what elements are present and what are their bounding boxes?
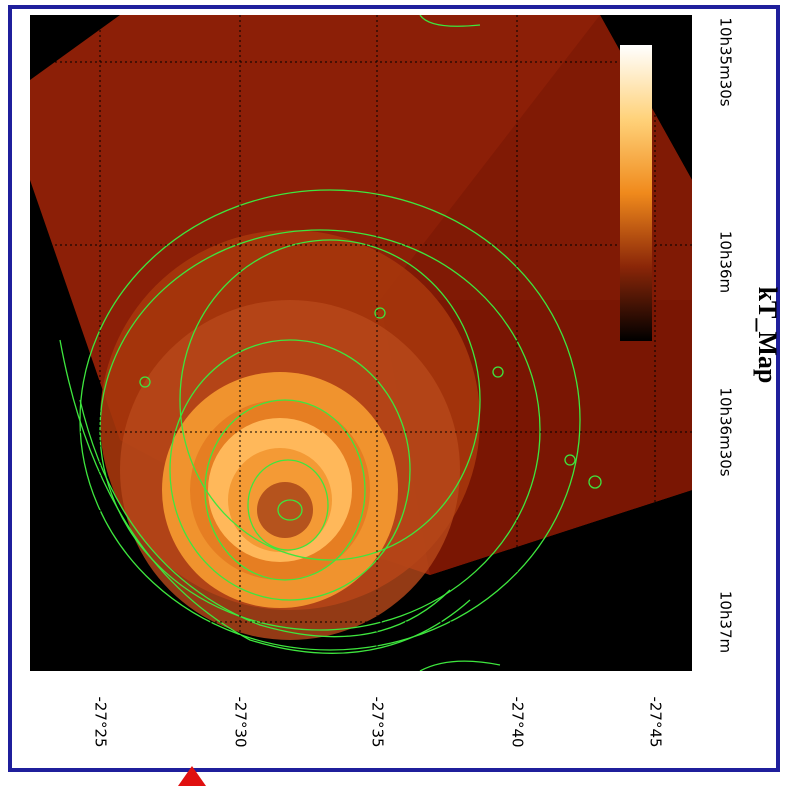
ra-label: 10h37m [717,591,735,653]
map-image [30,15,692,671]
colorbar [620,45,652,341]
dec-label: -27°25 [92,696,110,747]
ra-label: 10h35m30s [717,17,735,106]
pointer-marker [178,766,206,786]
frame [8,5,780,772]
ra-label: 10h36m [717,231,735,293]
dec-label: -27°30 [232,696,250,747]
dec-label: -27°35 [369,696,387,747]
map-title: kT_Map [753,287,782,384]
dec-label: -27°40 [509,696,527,747]
ra-label: 10h36m30s [717,387,735,476]
dec-label: -27°45 [647,696,665,747]
